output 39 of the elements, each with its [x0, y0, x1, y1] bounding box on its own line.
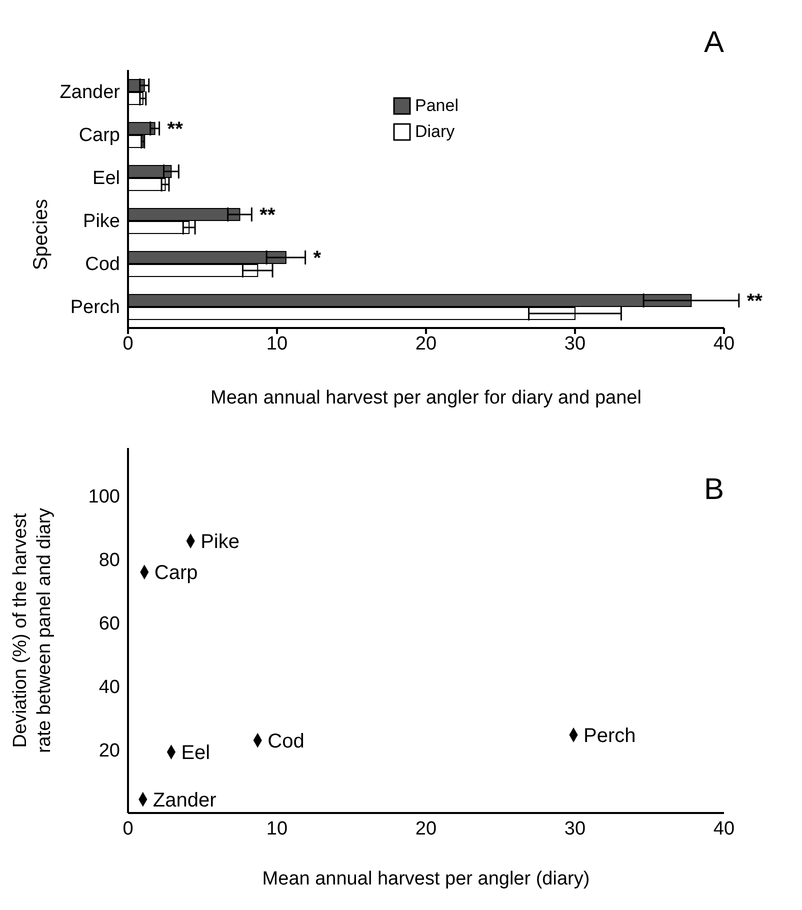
- y-tick-label: 40: [98, 676, 120, 698]
- x-tick-label: 0: [122, 333, 134, 354]
- y-tick-label: 20: [98, 740, 120, 762]
- x-tick-label: 20: [415, 333, 437, 354]
- x-axis-title: Mean annual harvest per angler (diary): [262, 868, 590, 890]
- x-tick-label: 30: [564, 333, 586, 354]
- y-tick-label: Eel: [92, 168, 120, 190]
- annotation: Eel: [181, 742, 210, 764]
- x-tick-label: 20: [415, 818, 437, 840]
- x-tick-label: 40: [713, 333, 735, 354]
- annotation: Pike: [200, 531, 240, 554]
- legend-label: Diary: [415, 122, 455, 142]
- x-tick-label: 30: [564, 818, 586, 840]
- x-tick-label: 40: [713, 818, 735, 840]
- legend-label: Panel: [415, 96, 458, 116]
- y-tick-label: 60: [98, 613, 120, 634]
- data-label: **: [167, 118, 184, 140]
- data-label: *: [313, 247, 322, 270]
- y-tick-label: 80: [98, 550, 120, 571]
- x-tick-label: 10: [266, 333, 288, 354]
- annotation: B: [704, 473, 724, 507]
- y-tick-label: Carp: [78, 125, 120, 146]
- data-label: **: [746, 290, 763, 312]
- y-axis-title: Species: [30, 199, 52, 270]
- y-axis-title: Deviation (%) of the harvest rate between panel and diary: [10, 507, 55, 754]
- x-axis-title: Mean annual harvest per angler for diary and panel: [210, 387, 642, 408]
- y-tick-label: 100: [88, 486, 120, 508]
- data-label: **: [260, 204, 276, 226]
- y-tick-label: Perch: [70, 297, 120, 318]
- annotation: Carp: [154, 562, 198, 584]
- annotation: Perch: [584, 725, 636, 748]
- annotation: Zander: [152, 789, 217, 812]
- annotation: Cod: [268, 730, 304, 752]
- y-tick-label: Zander: [60, 82, 121, 104]
- x-tick-label: 10: [266, 818, 288, 840]
- text: A: [704, 26, 724, 60]
- x-tick-label: 0: [122, 818, 134, 840]
- y-tick-label: Pike: [83, 211, 120, 232]
- y-tick-label: Cod: [85, 254, 120, 276]
